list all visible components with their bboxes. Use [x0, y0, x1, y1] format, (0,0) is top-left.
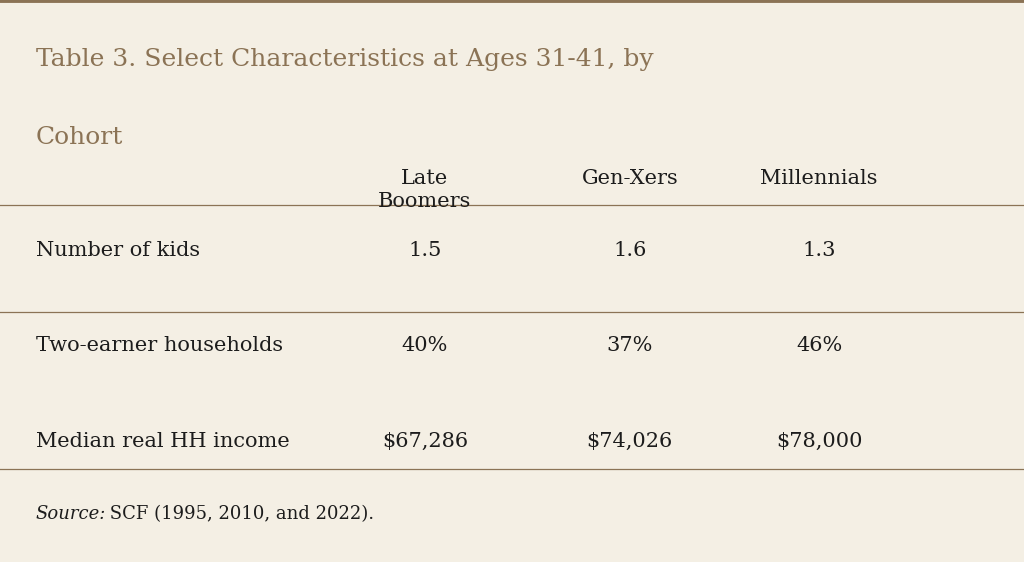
Text: Millennials: Millennials: [761, 169, 878, 188]
Text: Late
Boomers: Late Boomers: [378, 169, 472, 211]
Text: $74,026: $74,026: [587, 432, 673, 451]
Text: 37%: 37%: [606, 336, 653, 355]
Text: Gen-Xers: Gen-Xers: [582, 169, 678, 188]
Text: $67,286: $67,286: [382, 432, 468, 451]
Text: Two-earner households: Two-earner households: [36, 336, 283, 355]
Text: Source:: Source:: [36, 505, 106, 523]
Text: 40%: 40%: [401, 336, 449, 355]
Text: 1.3: 1.3: [803, 241, 836, 260]
Text: 46%: 46%: [796, 336, 843, 355]
Text: 1.6: 1.6: [613, 241, 646, 260]
Text: $78,000: $78,000: [776, 432, 862, 451]
Text: SCF (1995, 2010, and 2022).: SCF (1995, 2010, and 2022).: [104, 505, 375, 523]
Text: Number of kids: Number of kids: [36, 241, 200, 260]
Text: Table 3. Select Characteristics at Ages 31-41, by: Table 3. Select Characteristics at Ages …: [36, 48, 653, 71]
Text: Median real HH income: Median real HH income: [36, 432, 290, 451]
Text: Cohort: Cohort: [36, 126, 123, 149]
Text: 1.5: 1.5: [409, 241, 441, 260]
